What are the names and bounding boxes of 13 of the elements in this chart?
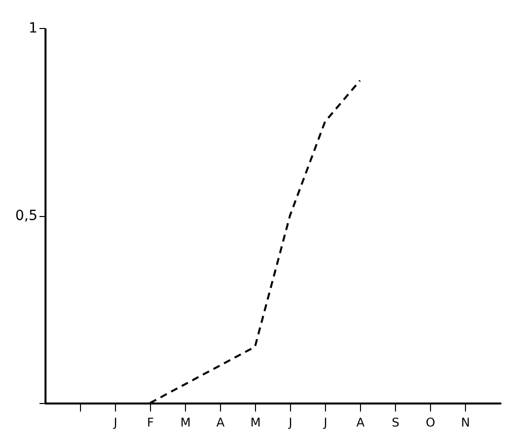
x-tick-label: M [180, 416, 191, 430]
x-tick-label: M [250, 416, 261, 430]
x-tick-label: J [112, 416, 118, 430]
y-tick-label: 0,5 [15, 208, 38, 224]
x-tick-label: A [356, 416, 366, 430]
x-tick-label: J [322, 416, 328, 430]
x-tick-label: A [216, 416, 226, 430]
x-tick-label: F [147, 416, 154, 430]
y-tick-label: 1 [28, 20, 38, 36]
x-tick-label: J [288, 416, 292, 430]
x-tick-label: N [461, 416, 470, 430]
x-tick-label: O [426, 416, 436, 430]
x-tick-label: S [392, 416, 400, 430]
